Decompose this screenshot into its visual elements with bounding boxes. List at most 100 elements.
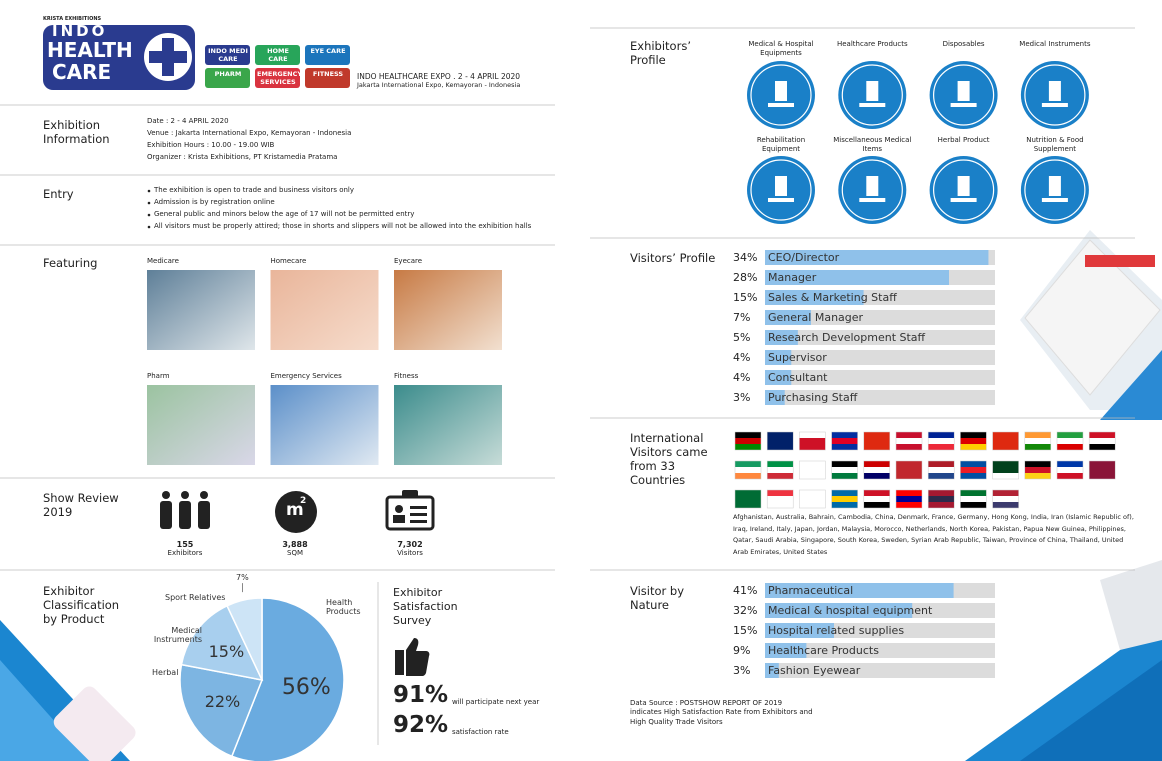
flag [799, 432, 826, 438]
bar-category-label: Medical & hospital equipment [768, 604, 933, 617]
bar-track [765, 310, 995, 325]
flag [735, 502, 761, 508]
flag [896, 496, 922, 502]
section-label: Visitors’ Profile [630, 251, 716, 265]
flag-border [766, 431, 794, 451]
flag [960, 438, 987, 444]
bar-value-label: 34% [733, 251, 758, 264]
bar [765, 310, 811, 325]
flag-border [1088, 460, 1116, 480]
category-icon-ring [1024, 64, 1086, 126]
bar [765, 623, 834, 638]
flag [863, 473, 890, 479]
flag [767, 467, 794, 473]
bar [765, 390, 785, 405]
decor [1085, 255, 1155, 267]
flag [735, 490, 761, 496]
stat-label: Exhibitors [167, 549, 203, 557]
bar [765, 330, 798, 345]
flag [863, 461, 890, 467]
feature-name: Medicare [147, 257, 179, 265]
bar-category-label: Consultant [768, 371, 828, 384]
section-label: International Visitors came from 33 Coun… [630, 431, 708, 487]
flag [831, 502, 858, 508]
stat-label: Visitors [397, 549, 423, 557]
flag-border [960, 460, 987, 480]
flag [896, 438, 922, 444]
flag [735, 444, 761, 450]
event-venue: Jakarta International Expo, Kemayoran - … [357, 81, 521, 89]
flag-border [927, 489, 955, 509]
info-line: Date : 2 - 4 APRIL 2020 [147, 117, 229, 125]
brand-name: HOME CARE [267, 47, 289, 63]
category-icon-glyph [768, 81, 794, 107]
section-label: Featuring [43, 256, 98, 270]
icon [402, 490, 418, 498]
bar-value-label: 9% [733, 644, 751, 657]
bar [765, 250, 989, 265]
flag-border [799, 431, 826, 451]
flag [767, 473, 794, 479]
bar-category-label: General Manager [768, 311, 864, 324]
pie-category-label: Health Products [326, 598, 361, 616]
flag-border [863, 431, 891, 451]
bar [765, 663, 779, 678]
flag [992, 467, 1019, 473]
icon [200, 491, 208, 499]
info-line: Organizer : Krista Exhibitions, PT Krist… [147, 153, 338, 161]
flag [767, 461, 794, 467]
flag [799, 461, 826, 467]
flag [1089, 461, 1116, 467]
event-title: INDO HEALTHCARE EXPO . 2 - 4 APRIL 2020 [357, 72, 521, 81]
pie-slice [180, 604, 264, 682]
flag [1057, 432, 1083, 438]
flag-border [863, 460, 891, 480]
footer-note: indicates High Satisfaction Rate from Ex… [630, 708, 813, 726]
bar-category-label: Pharmaceutical [768, 584, 854, 597]
flag [928, 432, 955, 438]
section-label: Exhibitors’ Profile [630, 39, 691, 67]
icon [181, 491, 189, 499]
bar-value-label: 32% [733, 604, 758, 617]
logo-text: INDO [52, 22, 108, 40]
category-icon-glyph [859, 81, 886, 107]
country-list: Afghanistan, Australia, Bahrain, Cambodi… [733, 513, 1134, 556]
flag [767, 496, 794, 502]
stat-label: SQM [287, 549, 303, 557]
icon [179, 501, 191, 529]
flag-border [863, 489, 891, 509]
flag-border [992, 431, 1019, 451]
brand-logo [255, 45, 300, 65]
category-icon-glyph [768, 176, 794, 202]
flag-border [992, 460, 1019, 480]
flag [1024, 438, 1051, 444]
bar-track [765, 663, 995, 678]
icon [275, 491, 317, 533]
bar-track [765, 350, 995, 365]
bar-track [765, 330, 995, 345]
flag-border [1024, 431, 1052, 451]
feature-name: Eyecare [394, 257, 423, 265]
flag-border [1088, 431, 1116, 451]
pie-category-label: Medical Instruments [153, 626, 202, 644]
bar-value-label: 41% [733, 584, 758, 597]
flag [928, 496, 955, 502]
flag [992, 496, 1019, 502]
flag [799, 444, 826, 450]
category-label: Herbal Product [937, 136, 990, 144]
flag-border [734, 431, 762, 451]
flag [831, 467, 858, 473]
flag-border [1056, 460, 1084, 480]
pie-slice [179, 663, 264, 758]
flag [960, 432, 987, 438]
decor [53, 686, 136, 761]
bar-category-label: Manager [768, 271, 817, 284]
bar [765, 290, 864, 305]
icon-unit: m [286, 500, 304, 520]
flag [960, 490, 987, 496]
flag [992, 502, 1019, 508]
ambulance-photo [1024, 239, 1161, 396]
flag-border [927, 460, 955, 480]
flag [735, 496, 761, 502]
